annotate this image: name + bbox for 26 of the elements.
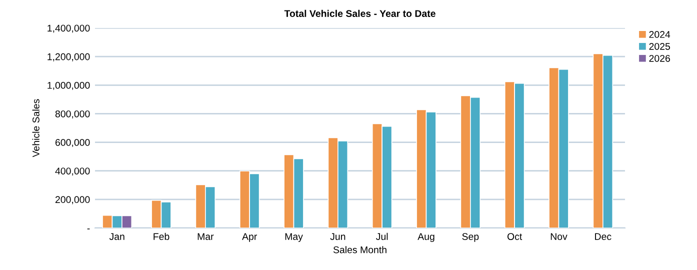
x-tick-label: Oct xyxy=(507,233,522,240)
x-tick-label: Mar xyxy=(198,233,214,240)
x-tick-label: Jan xyxy=(109,233,124,240)
y-tick-label: 1,400,000 xyxy=(48,24,90,33)
x-tick-label: Dec xyxy=(595,233,612,240)
x-tick-label: Nov xyxy=(550,233,568,240)
y-tick-label: 1,200,000 xyxy=(48,53,90,62)
y-axis-title: Vehicle Sales xyxy=(32,99,40,158)
y-tick-label: 200,000 xyxy=(55,196,90,204)
y-tick-label: - xyxy=(87,228,90,230)
x-tick-label: Jun xyxy=(330,233,346,240)
x-tick-label: Sep xyxy=(462,233,479,242)
legend-label: 2026 xyxy=(649,54,670,62)
x-tick-label: Apr xyxy=(242,233,257,242)
x-tick-label: Jul xyxy=(376,232,388,240)
x-tick-label: Feb xyxy=(154,232,170,240)
chart-title: Total Vehicle Sales - Year to Date xyxy=(284,10,436,17)
y-tick-label: 400,000 xyxy=(55,168,90,176)
y-tick-label: 800,000 xyxy=(55,110,90,118)
legend-label: 2025 xyxy=(649,42,670,50)
x-tick-label: May xyxy=(285,233,303,242)
x-axis-title: Sales Month xyxy=(333,246,386,254)
y-tick-label: 600,000 xyxy=(55,139,90,148)
legend-label: 2024 xyxy=(649,31,670,38)
y-tick-label: 1,000,000 xyxy=(48,82,90,90)
x-tick-label: Aug xyxy=(418,233,434,242)
